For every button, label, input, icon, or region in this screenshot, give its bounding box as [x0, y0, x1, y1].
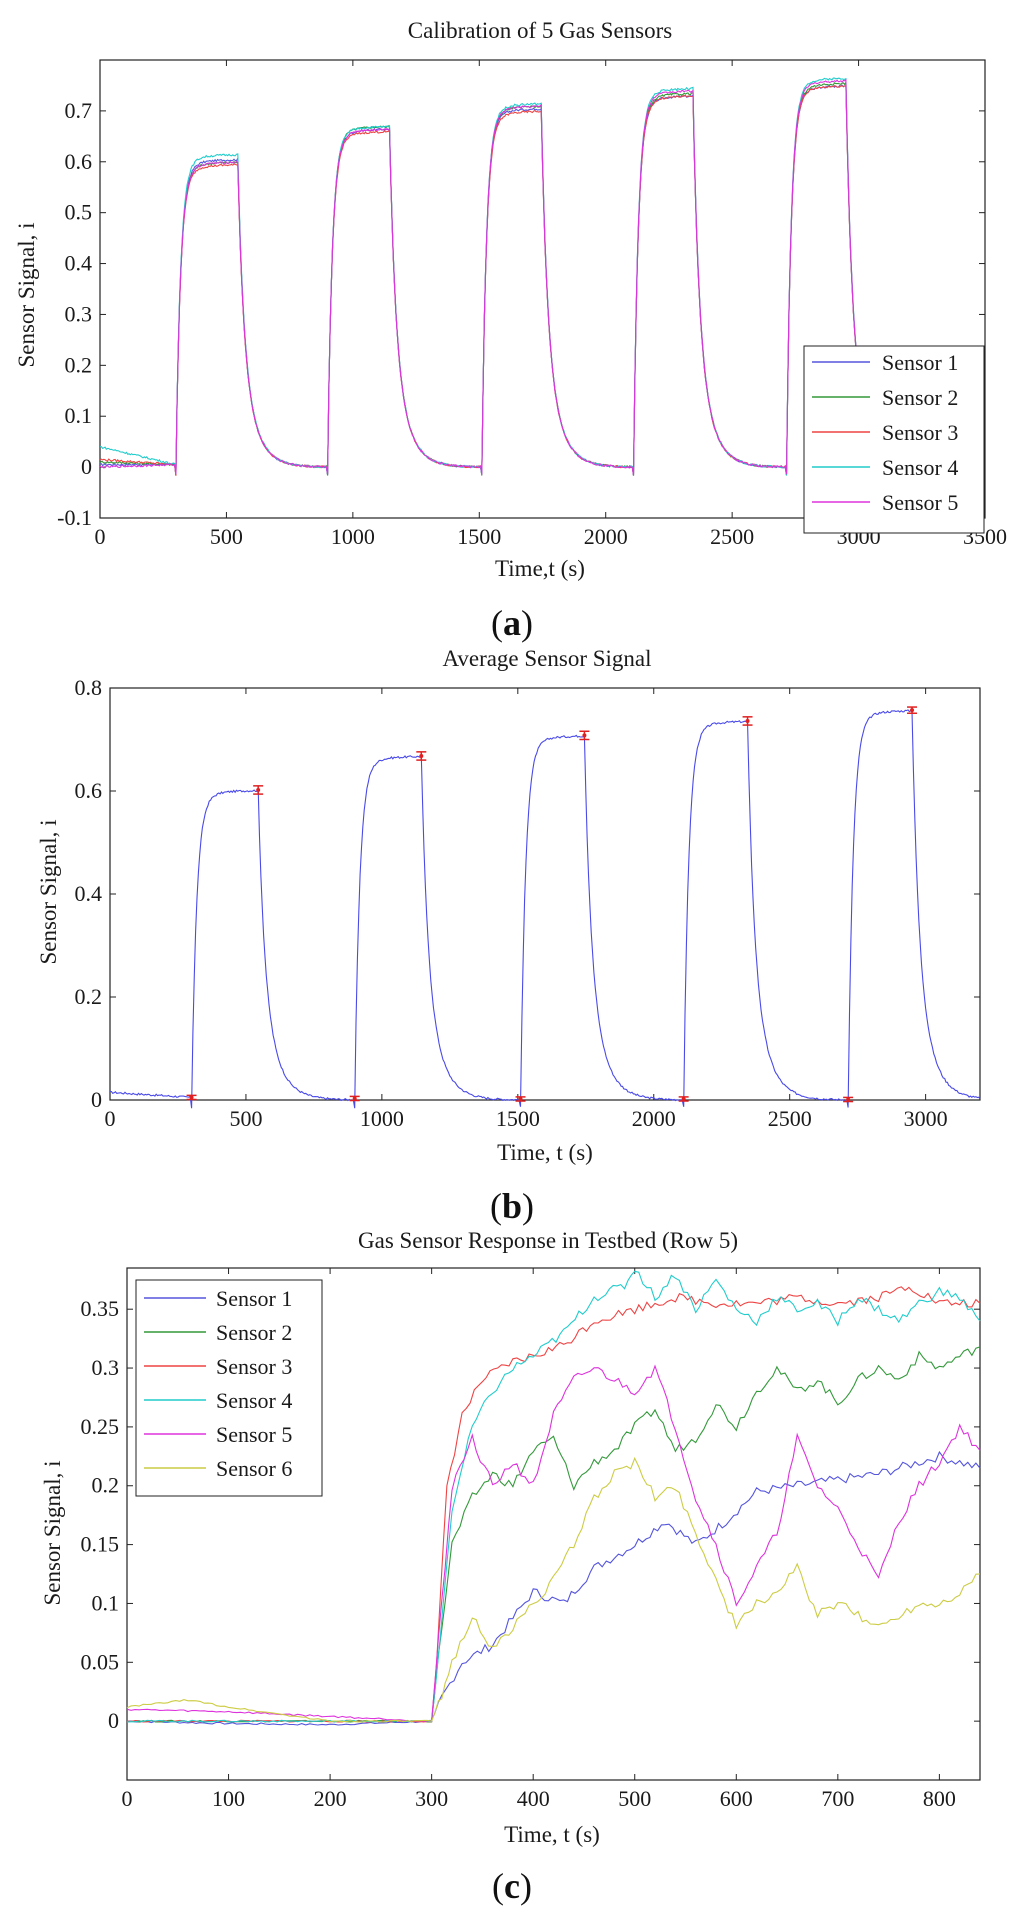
y-tick-label: 0.6 [75, 778, 103, 803]
y-tick-label: 0.05 [81, 1649, 120, 1674]
error-bar-point [189, 1095, 194, 1100]
error-bar-point [681, 1096, 686, 1101]
x-tick-label: 600 [720, 1786, 753, 1811]
y-tick-label: 0.2 [75, 984, 103, 1009]
legend-box [135, 1279, 323, 1497]
y-tick-label: 0.1 [65, 403, 93, 428]
y-tick-label: 0.3 [65, 301, 93, 326]
legend-label: Sensor 4 [882, 455, 958, 480]
x-tick-label: 700 [821, 1786, 854, 1811]
legend-label: Sensor 4 [216, 1388, 292, 1413]
error-bar-point [518, 1096, 523, 1101]
y-tick-label: 0.15 [81, 1532, 120, 1557]
y-tick-label: 0.2 [92, 1473, 120, 1498]
plot-frame [99, 59, 986, 519]
chart-a-ylabel: Sensor Signal, i [14, 222, 39, 367]
series-line-sensor-5 [126, 1364, 981, 1722]
x-tick-label: 500 [210, 524, 243, 549]
panel-label-c: (c) [492, 1866, 532, 1906]
error-bar-point [352, 1096, 357, 1101]
error-bar-point [910, 708, 915, 713]
x-tick-label: 2000 [584, 524, 628, 549]
x-tick-label: 1500 [496, 1106, 540, 1131]
chart-b-xlabel: Time, t (s) [497, 1140, 593, 1165]
chart-c-title: Gas Sensor Response in Testbed (Row 5) [358, 1228, 738, 1253]
chart-c-plot: 0 100 200 300 400 500 600 700 800 0 0.05 0.1 0.15 0.2… [81, 1267, 981, 1811]
x-tick-label: 500 [229, 1106, 262, 1131]
y-tick-label: 0.2 [65, 352, 93, 377]
series-line-average [110, 709, 981, 1109]
series-line-sensor-6 [126, 1456, 981, 1723]
series-line-sensor-5 [99, 78, 860, 476]
chart-b: Average Sensor Signal Sensor Signal, i T… [36, 646, 652, 1226]
error-bar-point [256, 787, 261, 792]
x-tick-label: 2500 [710, 524, 754, 549]
chart-b-title: Average Sensor Signal [442, 646, 651, 671]
series-line-sensor-1 [126, 1450, 981, 1726]
y-tick-label: 0.25 [81, 1414, 120, 1439]
legend-label: Sensor 2 [216, 1320, 292, 1345]
series-line-sensor-2 [99, 80, 860, 476]
y-tick-label: 0.4 [75, 881, 103, 906]
x-tick-label: 1000 [360, 1106, 404, 1131]
legend-label: Sensor 3 [216, 1354, 292, 1379]
legend-label: Sensor 3 [882, 420, 958, 445]
plot-frame [126, 1267, 981, 1781]
chart-b-ylabel: Sensor Signal, i [36, 819, 61, 964]
y-tick-label: 0.5 [65, 200, 93, 225]
error-bar-point [846, 1097, 851, 1102]
x-tick-label: 100 [212, 1786, 245, 1811]
chart-b-plot: 0 500 1000 1500 2000 2500 3000 0 0.2 0.4 0.6 0.8 [75, 675, 981, 1131]
legend-label: Sensor 6 [216, 1456, 292, 1481]
panel-label-b: (b) [490, 1186, 534, 1226]
x-tick-label: 400 [517, 1786, 550, 1811]
x-tick-label: 0 [122, 1786, 133, 1811]
legend-label: Sensor 5 [882, 490, 958, 515]
x-tick-label: 200 [314, 1786, 347, 1811]
chart-c: Gas Sensor Response in Testbed (Row 5) S… [40, 1228, 738, 1906]
x-tick-label: 3000 [904, 1106, 948, 1131]
chart-a-title: Calibration of 5 Gas Sensors [408, 18, 673, 43]
y-tick-label: 0 [108, 1708, 119, 1733]
panel-label-a: (a) [491, 603, 533, 643]
legend-label: Sensor 5 [216, 1422, 292, 1447]
y-tick-label: 0.7 [65, 98, 93, 123]
series-line-sensor-3 [99, 84, 860, 476]
series-line-sensor-4 [126, 1270, 981, 1723]
chart-c-xlabel: Time, t (s) [504, 1822, 600, 1847]
x-tick-label: 0 [95, 524, 106, 549]
y-tick-label: -0.1 [57, 505, 92, 530]
x-tick-label: 0 [105, 1106, 116, 1131]
x-tick-label: 1500 [457, 524, 501, 549]
x-tick-label: 300 [415, 1786, 448, 1811]
series-line-sensor-1 [99, 84, 860, 476]
legend-label: Sensor 1 [882, 350, 958, 375]
error-bar-point [745, 718, 750, 723]
x-tick-label: 1000 [331, 524, 375, 549]
chart-a-plot: 0 500 1000 1500 2000 2500 3000 3500-0.100.10.20… [57, 59, 1007, 549]
chart-a-xlabel: Time,t (s) [495, 556, 585, 581]
x-tick-label: 500 [618, 1786, 651, 1811]
series-line-sensor-4 [99, 77, 860, 476]
chart-c-ylabel: Sensor Signal, i [40, 1460, 65, 1605]
y-tick-label: 0.8 [75, 675, 103, 700]
x-tick-label: 800 [923, 1786, 956, 1811]
x-tick-label: 2500 [768, 1106, 812, 1131]
error-bar-point [582, 733, 587, 738]
y-tick-label: 0.6 [65, 149, 93, 174]
y-tick-label: 0.3 [92, 1355, 120, 1380]
y-tick-label: 0.1 [92, 1590, 120, 1615]
error-bar-point [419, 753, 424, 758]
chart-a: Calibration of 5 Gas Sensors Sensor Sign… [14, 18, 672, 643]
legend-label: Sensor 1 [216, 1286, 292, 1311]
y-tick-label: 0 [81, 454, 92, 479]
legend-label: Sensor 2 [882, 385, 958, 410]
y-tick-label: 0.35 [81, 1296, 120, 1321]
y-tick-label: 0.4 [65, 251, 93, 276]
y-tick-label: 0 [91, 1087, 102, 1112]
x-tick-label: 2000 [632, 1106, 676, 1131]
